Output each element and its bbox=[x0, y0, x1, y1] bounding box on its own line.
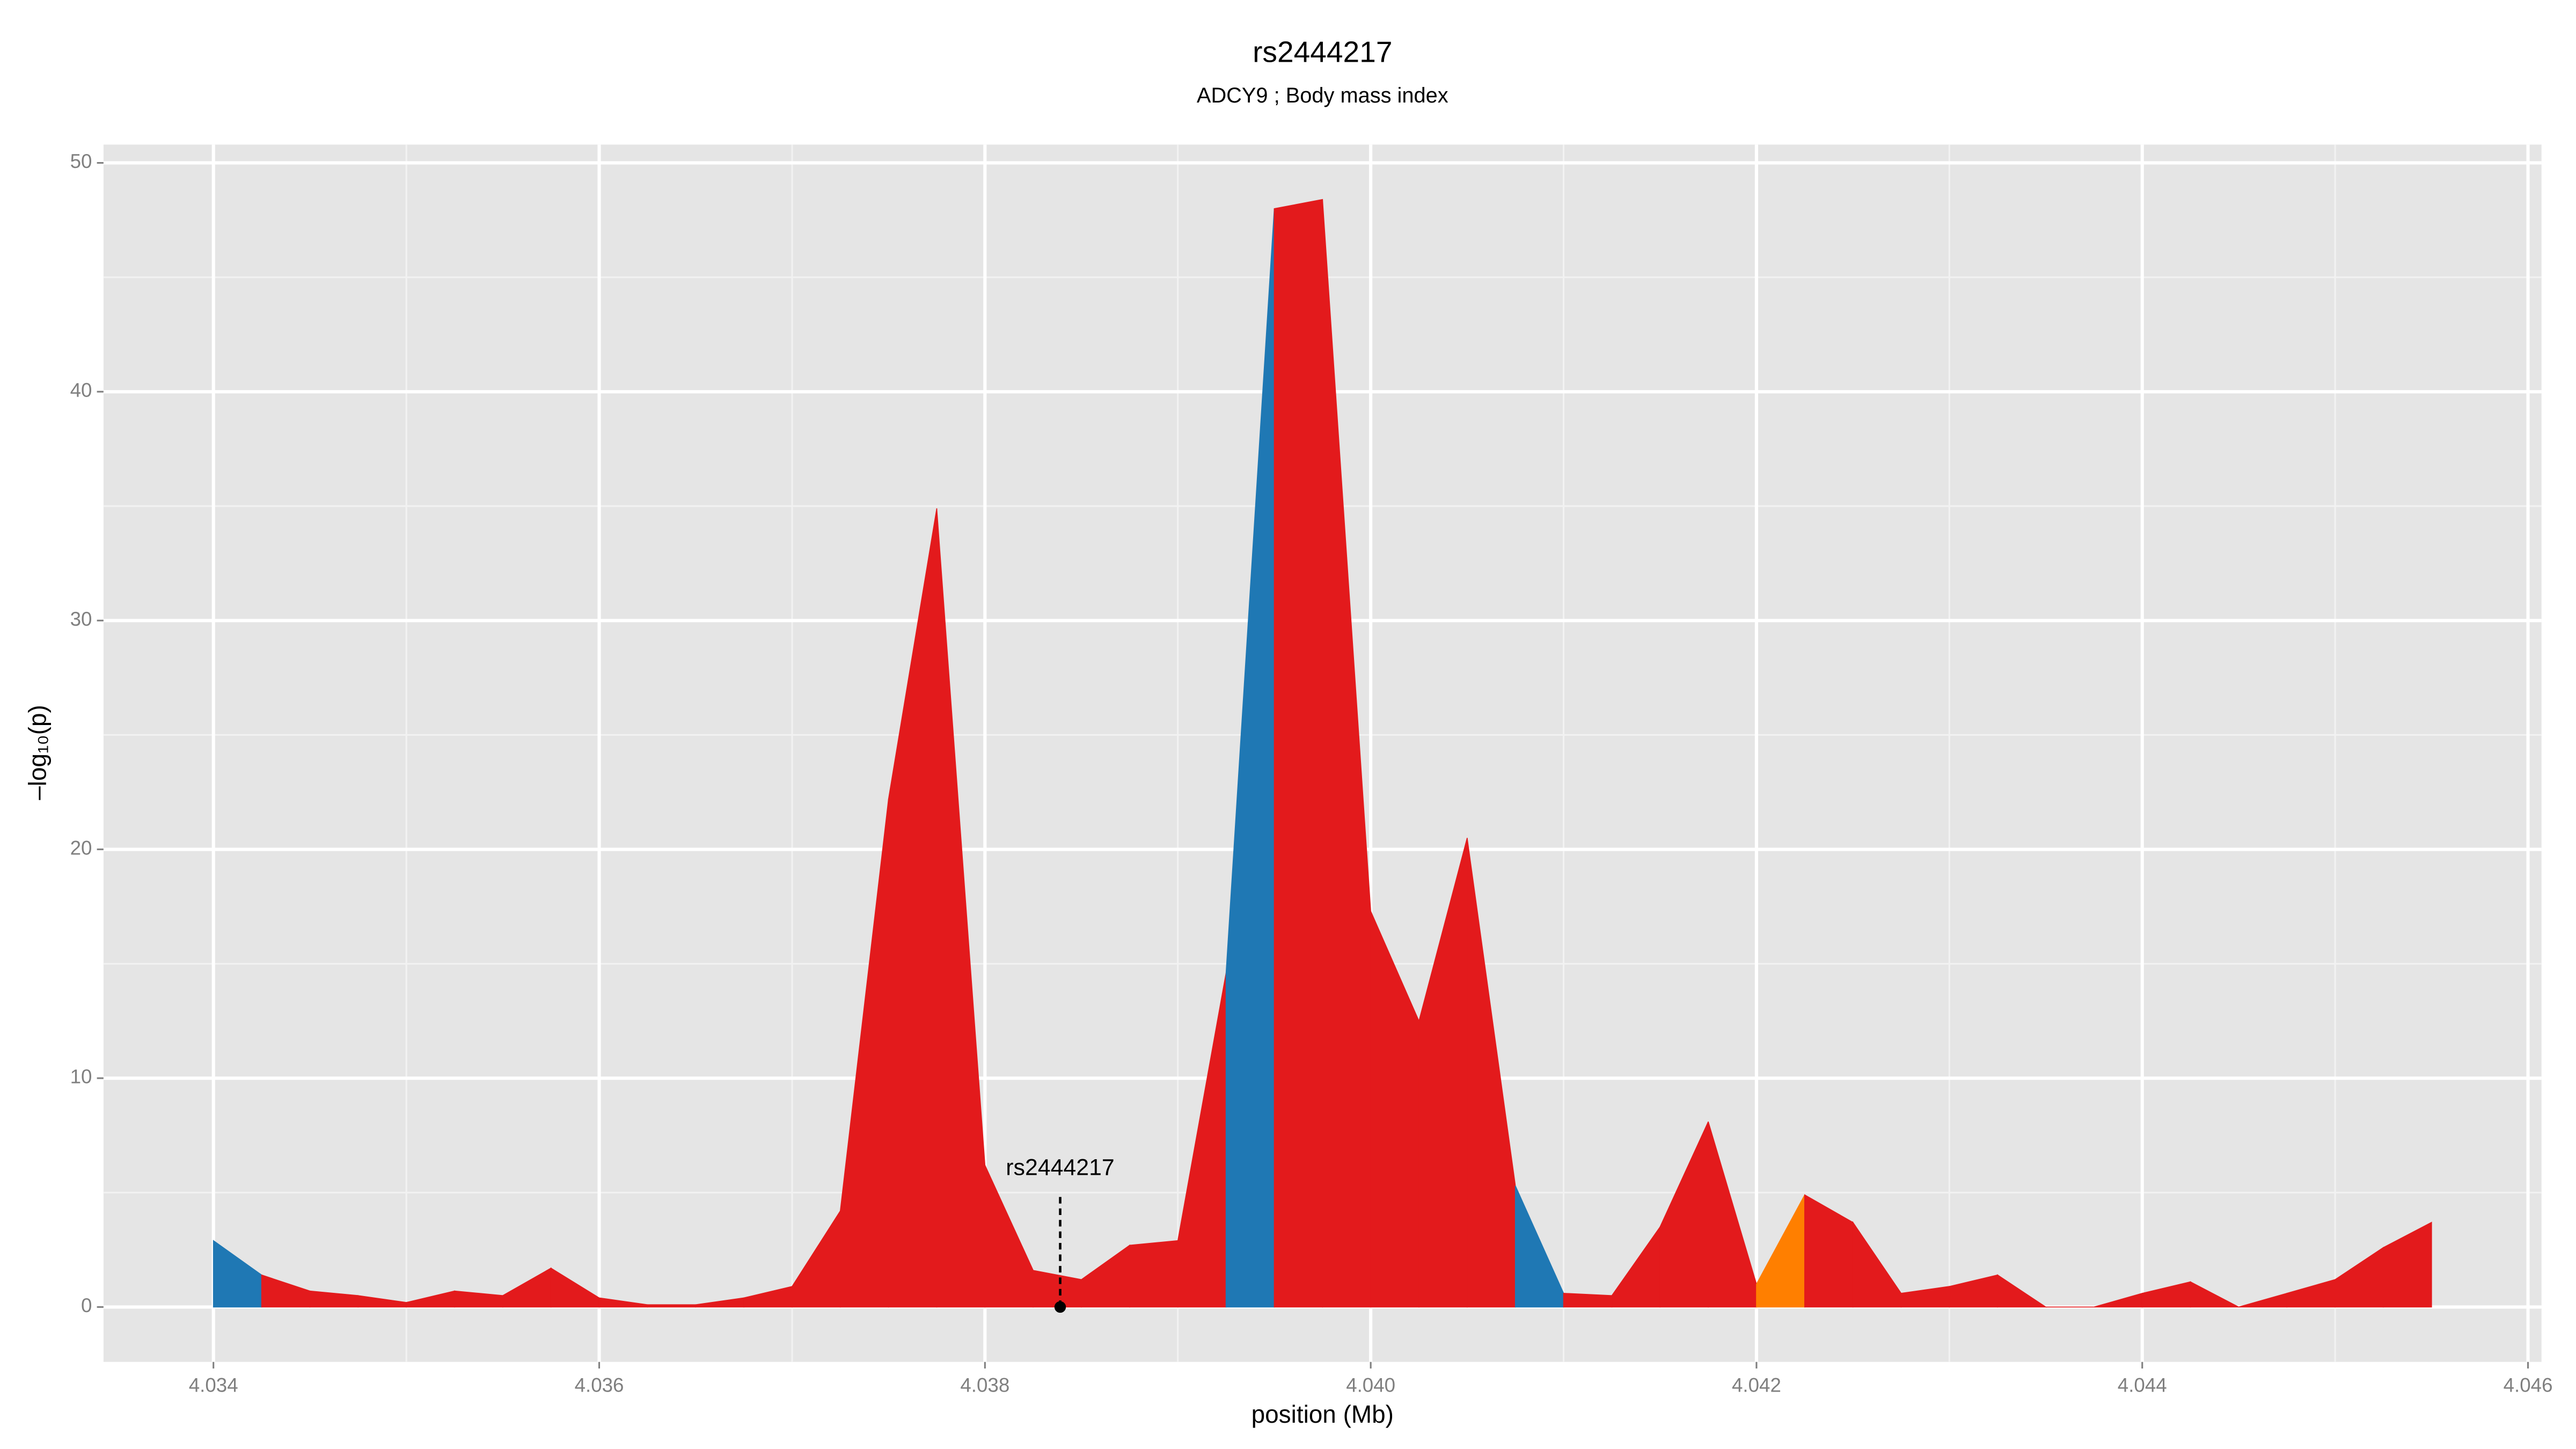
y-tick-label: 30 bbox=[70, 608, 92, 630]
y-tick-label: 0 bbox=[81, 1294, 92, 1316]
y-tick-label: 40 bbox=[70, 379, 92, 401]
area-segment bbox=[1997, 1274, 2047, 1308]
y-tick-label: 20 bbox=[70, 837, 92, 859]
x-axis-title: position (Mb) bbox=[1252, 1400, 1394, 1428]
chart-subtitle: ADCY9 ; Body mass index bbox=[1197, 84, 1448, 107]
chart-title: rs2444217 bbox=[1253, 35, 1392, 69]
area-segment bbox=[2190, 1281, 2239, 1308]
annotation-label: rs2444217 bbox=[1006, 1155, 1114, 1181]
area-segment bbox=[647, 1304, 696, 1308]
y-tick-label: 10 bbox=[70, 1066, 92, 1088]
x-tick-label: 4.044 bbox=[2118, 1374, 2167, 1396]
x-tick-label: 4.034 bbox=[189, 1374, 238, 1396]
x-tick-label: 4.040 bbox=[1346, 1374, 1395, 1396]
x-tick-label: 4.046 bbox=[2504, 1374, 2553, 1396]
x-tick-label: 4.036 bbox=[575, 1374, 624, 1396]
y-axis-title: –log₁₀(p) bbox=[24, 705, 52, 800]
y-tick-label: 50 bbox=[70, 150, 92, 172]
annotation-point bbox=[1054, 1301, 1066, 1313]
x-tick-label: 4.038 bbox=[960, 1374, 1009, 1396]
area-segment bbox=[1129, 1240, 1179, 1308]
area-segment bbox=[1274, 199, 1323, 1308]
area-segment bbox=[1563, 1293, 1613, 1308]
area-segment bbox=[2383, 1221, 2432, 1308]
x-tick-label: 4.042 bbox=[1732, 1374, 1781, 1396]
